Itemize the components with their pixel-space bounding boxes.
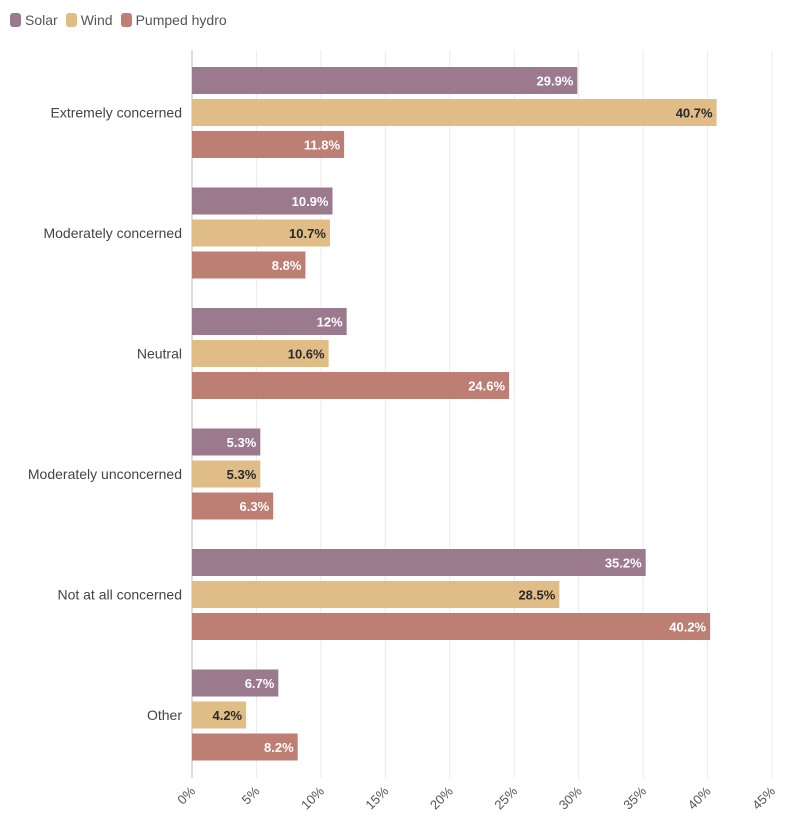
bar-value-label: 11.8% bbox=[304, 138, 341, 153]
bar bbox=[192, 251, 306, 279]
category-label: Moderately unconcerned bbox=[28, 466, 182, 482]
bar-value-label: 5.3% bbox=[227, 435, 257, 450]
x-tick-label: 0% bbox=[174, 783, 198, 807]
bar-value-label: 8.8% bbox=[272, 258, 302, 273]
bar bbox=[192, 67, 578, 94]
bar-value-label: 10.6% bbox=[288, 347, 325, 362]
legend-label: Pumped hydro bbox=[135, 12, 227, 28]
bar-value-label: 6.7% bbox=[245, 676, 275, 691]
bar-value-label: 35.2% bbox=[605, 556, 642, 571]
category-label: Moderately concerned bbox=[43, 225, 182, 241]
x-tick-label: 20% bbox=[427, 783, 456, 812]
bar-value-label: 24.6% bbox=[468, 379, 505, 394]
x-tick-label: 25% bbox=[491, 783, 520, 812]
bar bbox=[192, 701, 247, 729]
bar bbox=[192, 549, 646, 576]
bar-value-label: 29.9% bbox=[537, 74, 574, 89]
bar bbox=[192, 428, 261, 456]
bar bbox=[192, 99, 717, 126]
bar bbox=[192, 340, 329, 367]
legend-item[interactable]: Wind bbox=[65, 12, 113, 28]
bar-value-label: 8.2% bbox=[264, 740, 294, 755]
legend: Solar Wind Pumped hydro bbox=[10, 12, 227, 28]
legend-item[interactable]: Solar bbox=[10, 12, 58, 28]
x-tick-label: 45% bbox=[749, 783, 778, 812]
bar bbox=[192, 669, 279, 697]
bar-value-label: 4.2% bbox=[212, 708, 242, 723]
x-tick-label: 5% bbox=[239, 783, 263, 807]
bar-value-label: 6.3% bbox=[240, 499, 270, 514]
legend-swatch bbox=[120, 13, 132, 27]
bar bbox=[192, 460, 261, 488]
bar bbox=[192, 219, 330, 247]
bar bbox=[192, 613, 711, 640]
category-label: Extremely concerned bbox=[50, 105, 182, 121]
x-tick-label: 40% bbox=[685, 783, 714, 812]
x-tick-label: 15% bbox=[362, 783, 391, 812]
category-label: Other bbox=[147, 707, 182, 723]
legend-swatch bbox=[10, 13, 21, 27]
bar-value-label: 40.2% bbox=[669, 620, 706, 635]
legend-label: Wind bbox=[80, 12, 113, 28]
x-tick-label: 35% bbox=[620, 783, 649, 812]
bar bbox=[192, 308, 347, 335]
bar-value-label: 12% bbox=[317, 315, 343, 330]
x-tick-label: 30% bbox=[556, 783, 585, 812]
bar bbox=[192, 187, 333, 215]
x-tick-label: 10% bbox=[298, 783, 327, 812]
bar bbox=[192, 131, 345, 158]
bar bbox=[192, 492, 274, 520]
legend-item[interactable]: Pumped hydro bbox=[120, 12, 227, 28]
bar bbox=[192, 733, 298, 761]
bar bbox=[192, 581, 560, 608]
legend-swatch bbox=[65, 13, 77, 27]
bar-value-label: 10.7% bbox=[289, 226, 326, 241]
bar bbox=[192, 372, 510, 399]
bar-value-label: 5.3% bbox=[227, 467, 257, 482]
bar-value-label: 28.5% bbox=[518, 588, 555, 603]
bar-value-label: 40.7% bbox=[676, 106, 713, 121]
legend-label: Solar bbox=[25, 12, 58, 28]
category-label: Not at all concerned bbox=[57, 587, 182, 603]
bar-value-label: 10.9% bbox=[292, 194, 329, 209]
category-label: Neutral bbox=[137, 346, 182, 362]
